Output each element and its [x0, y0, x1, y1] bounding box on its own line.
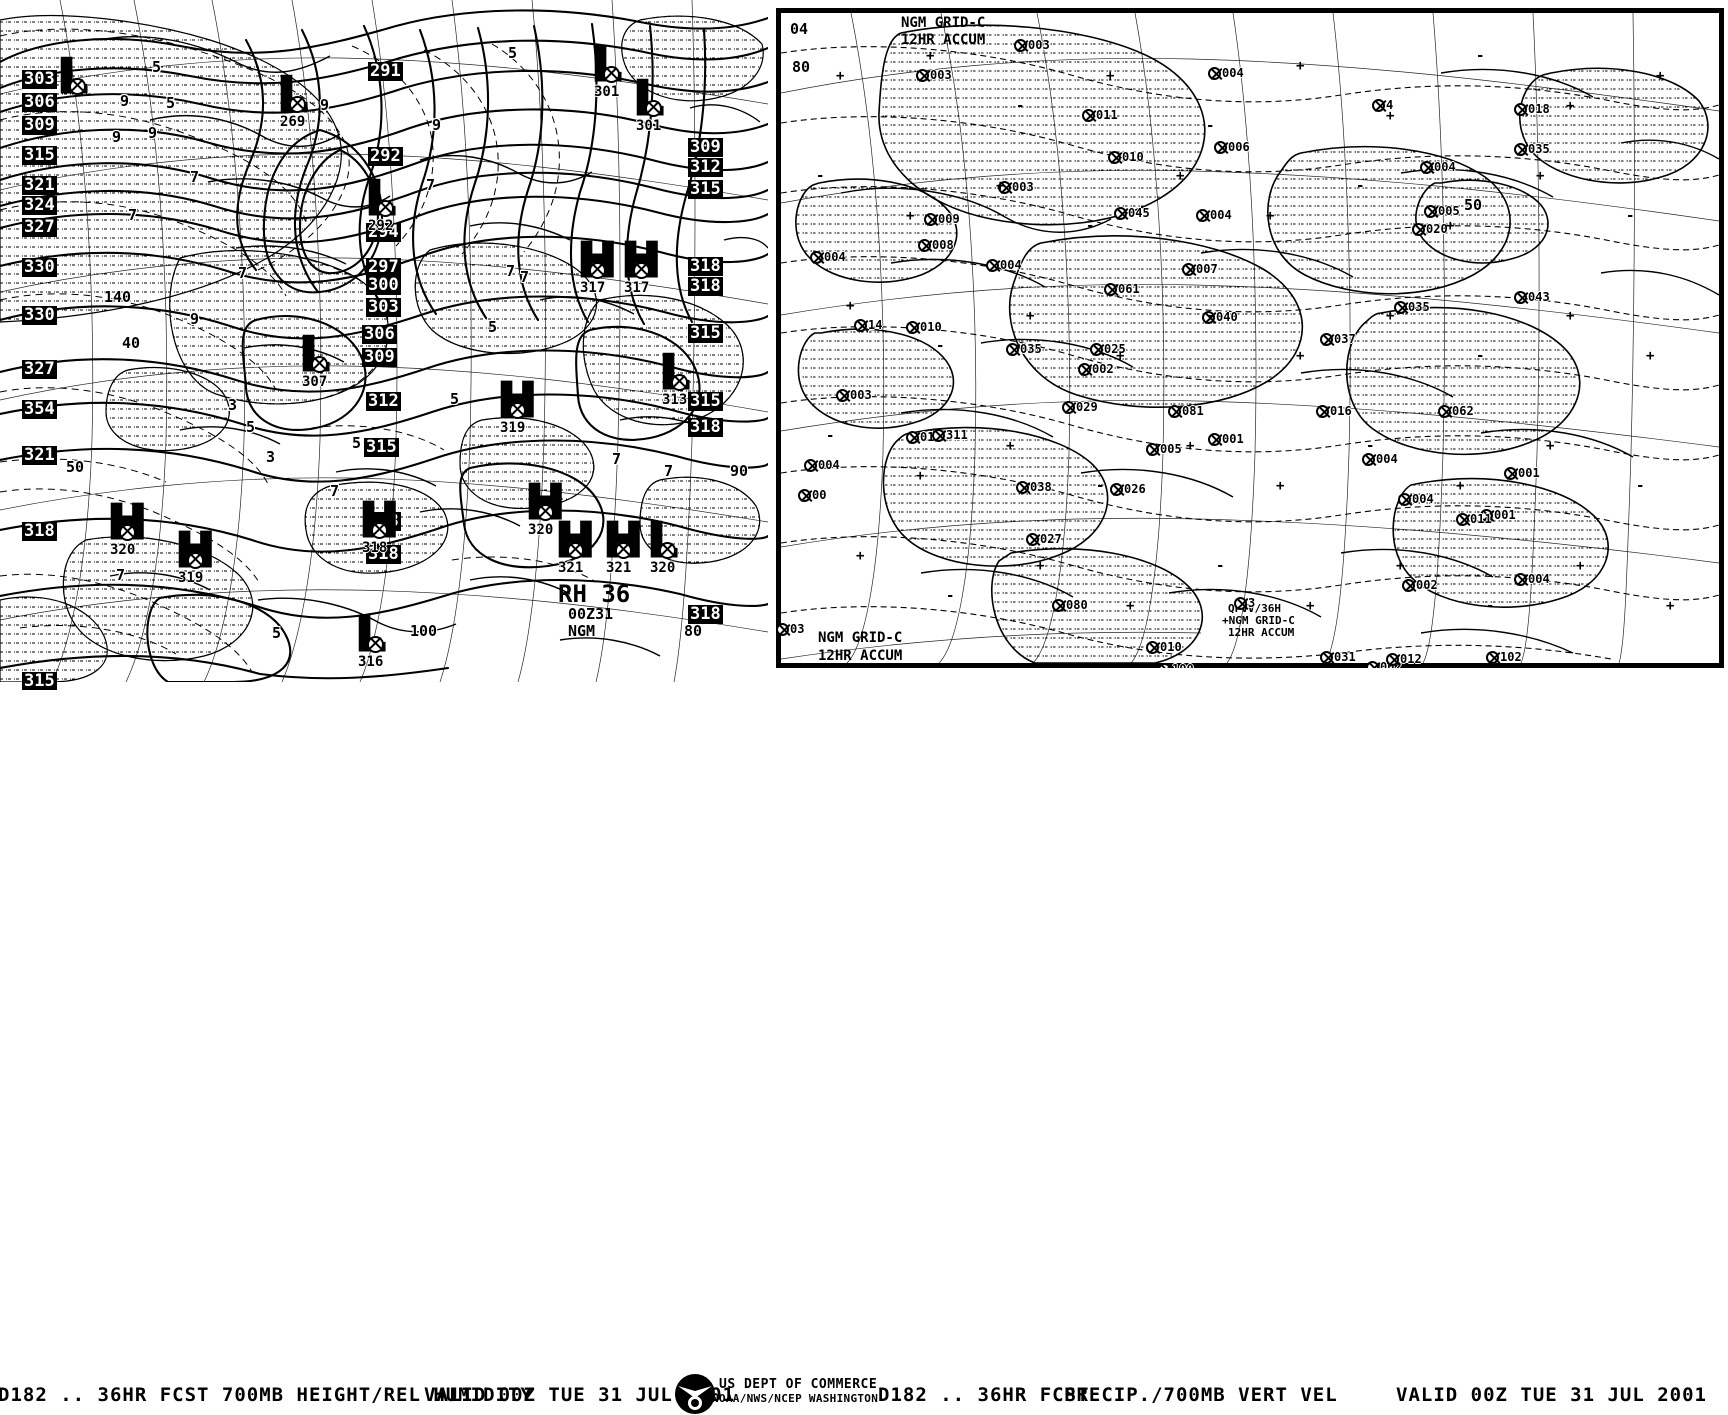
right-annot-12hr-accum-2: 12HR ACCUM — [1228, 626, 1295, 639]
left-legend-rh: RH 36 — [558, 580, 631, 608]
footer-agency-line2: NOAA/NWS/NCEP WASHINGTON — [712, 1392, 879, 1405]
noaa-seal-icon — [675, 1374, 715, 1414]
right-annot-ngm-gridc: NGM GRID-C — [818, 630, 903, 646]
panel-precip-700mb-vert-vel[interactable]: NGM GRID-C 12HR ACCUM — [776, 8, 1724, 668]
footer-right-product-id: D182 .. 36HR FCST — [878, 1384, 1090, 1406]
right-annot-left-line2: 12HR ACCUM — [901, 32, 986, 48]
footer-right-valid-time: VALID 00Z TUE 31 JUL 2001 — [1396, 1384, 1707, 1406]
left-legend-model: NGM — [568, 622, 596, 640]
weather-chart-page: RH 36 00Z31 NGM — [0, 0, 1728, 787]
left-map-graphics — [0, 0, 768, 682]
right-annot-ngm-gridc-2: +NGM GRID-C — [1222, 614, 1295, 627]
right-annot-left-line1: NGM GRID-C — [901, 15, 986, 31]
panel-700mb-height-rel-humidity[interactable]: RH 36 00Z31 NGM — [0, 0, 768, 682]
right-map-graphics — [781, 13, 1719, 663]
left-legend-time: 00Z31 — [568, 605, 614, 623]
chart-footer: D182 .. 36HR FCST 700MB HEIGHT/REL HUMID… — [0, 690, 1728, 1414]
footer-agency-line1: US DEPT OF COMMERCE — [719, 1377, 878, 1392]
footer-right-title: PRECIP./700MB VERT VEL — [1064, 1384, 1338, 1406]
right-annot-12hr-accum: 12HR ACCUM — [818, 648, 903, 664]
